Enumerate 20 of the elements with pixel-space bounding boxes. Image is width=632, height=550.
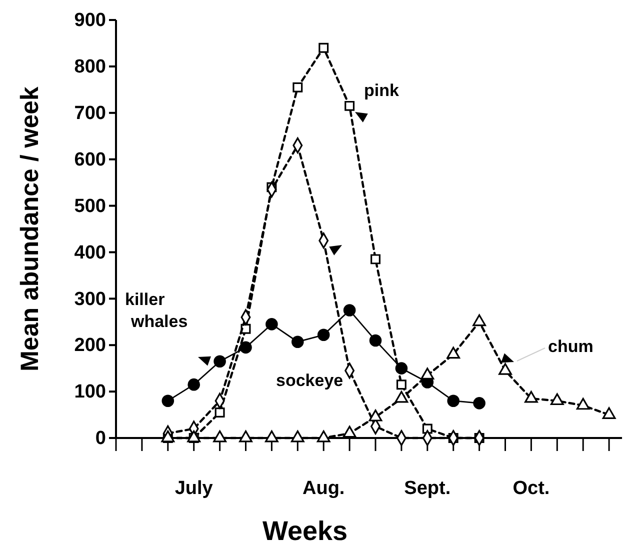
y-tick-label: 900: [74, 10, 106, 32]
y-axis-title: Mean abundance / week: [16, 86, 44, 372]
x-tick-label: Sept.: [404, 478, 451, 499]
x-tick-label: Oct.: [512, 478, 550, 499]
y-tick-label: 800: [74, 56, 106, 78]
series-label: pink: [364, 81, 400, 100]
text: chum: [548, 337, 594, 356]
text: killer whales: [125, 290, 188, 331]
y-tick-label: 0: [95, 428, 106, 450]
y-tick-label: 400: [74, 242, 106, 264]
x-tick-label: July: [174, 478, 214, 499]
y-tick-label: 300: [74, 288, 106, 310]
y-tick-label: 500: [74, 196, 106, 217]
y-tick-label: 100: [74, 382, 106, 403]
series-label: sockeye: [276, 371, 344, 390]
y-tick-label: 700: [74, 102, 106, 124]
x-tick-label: Aug.: [302, 478, 345, 499]
y-tick-label: 600: [74, 149, 106, 170]
x-axis-title: Weeks: [262, 516, 348, 546]
y-tick-label: 200: [74, 335, 106, 356]
